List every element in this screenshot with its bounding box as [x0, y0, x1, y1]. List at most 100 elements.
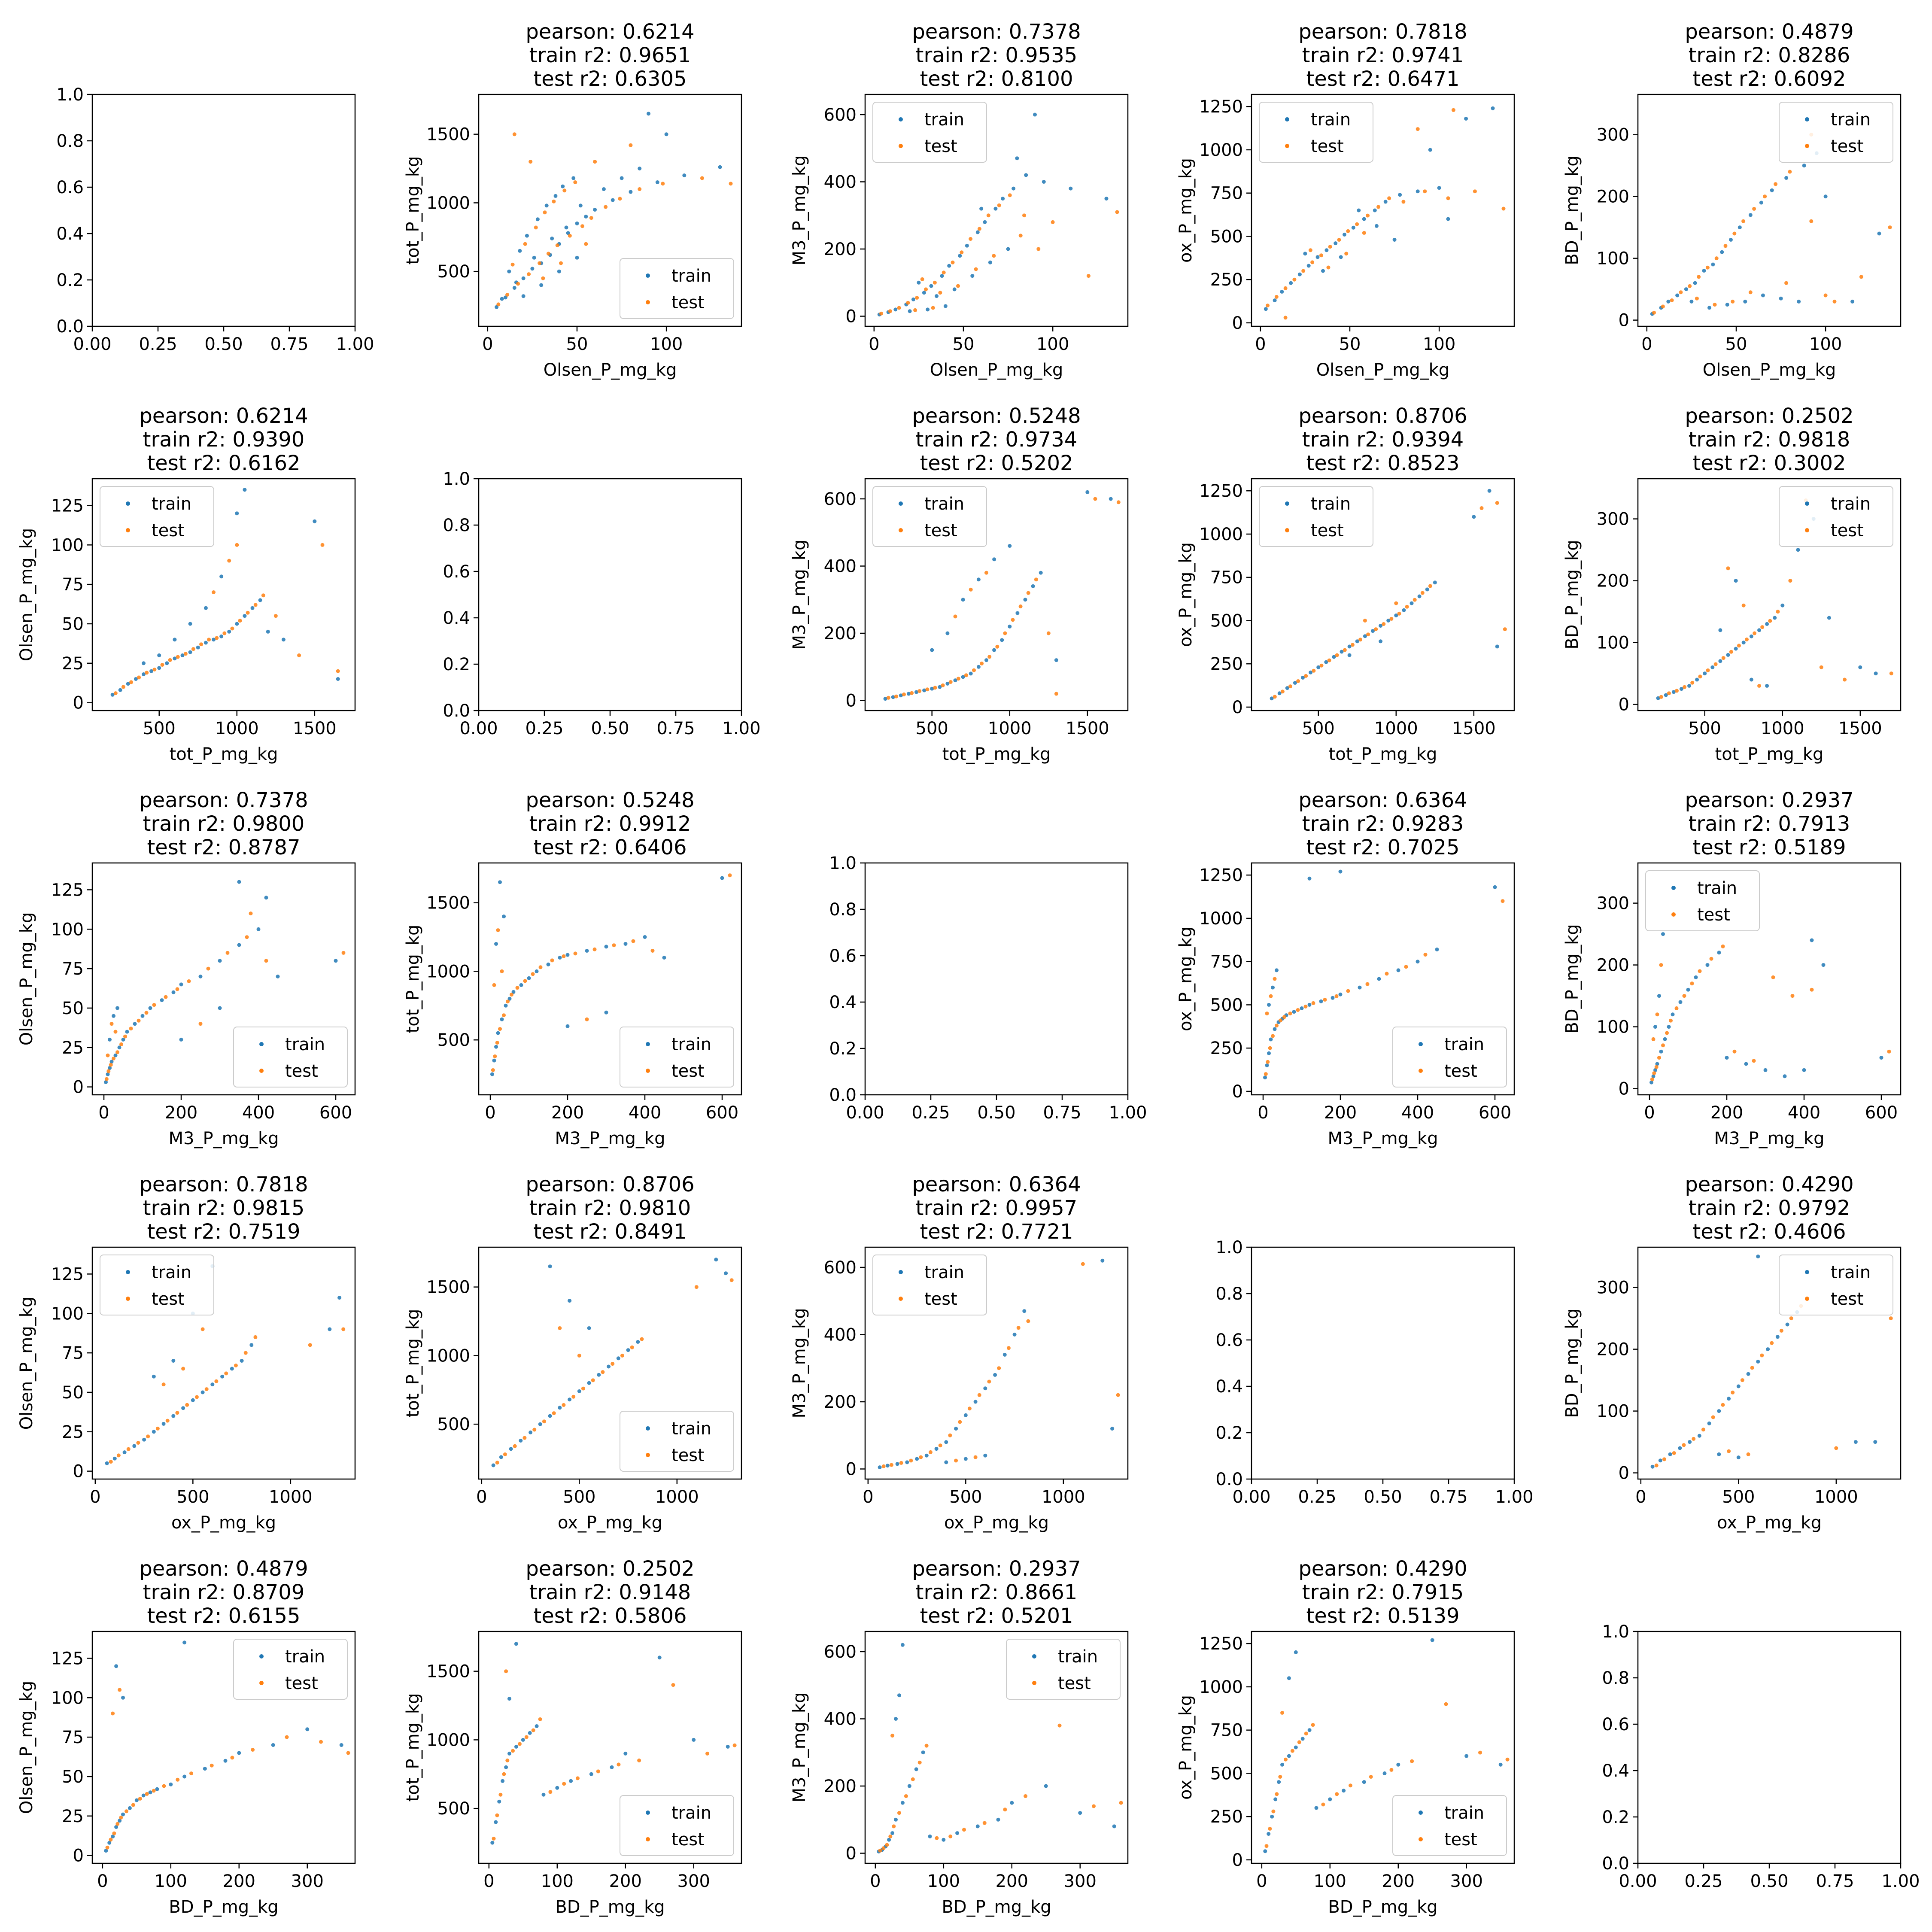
- data-point: [894, 1817, 898, 1822]
- data-point: [1104, 197, 1109, 201]
- y-tick-label: 500: [437, 1030, 470, 1050]
- legend: train test: [1392, 1027, 1507, 1088]
- data-point: [341, 1327, 346, 1331]
- data-point: [230, 1756, 234, 1760]
- data-point: [517, 1742, 522, 1746]
- y-tick-label: 1.0: [56, 85, 84, 105]
- subplot-title-line: test r2: 0.8787: [147, 835, 300, 860]
- data-point: [243, 488, 247, 492]
- series-train: [1263, 1638, 1503, 1853]
- data-point: [230, 626, 234, 631]
- data-point: [256, 927, 261, 931]
- subplot-title-line: test r2: 0.6155: [147, 1604, 300, 1628]
- data-point: [1732, 231, 1737, 236]
- data-point: [1340, 650, 1344, 654]
- y-tick-label: 0.6: [1215, 1331, 1243, 1350]
- data-point: [637, 1758, 641, 1762]
- data-point: [341, 951, 346, 955]
- data-point: [1044, 1784, 1048, 1788]
- data-point: [1275, 1792, 1279, 1796]
- data-point: [1263, 1849, 1267, 1853]
- data-point: [1279, 1018, 1282, 1023]
- legend-marker-test: [1419, 1069, 1423, 1073]
- x-tick-label: 1000: [1814, 1487, 1858, 1507]
- data-point: [1110, 1427, 1115, 1431]
- x-tick-label: 100: [650, 334, 683, 354]
- legend-marker-train: [259, 1042, 264, 1046]
- data-point: [1275, 968, 1279, 972]
- data-point: [568, 1299, 572, 1303]
- legend-marker-train: [1285, 117, 1289, 122]
- data-point: [498, 880, 502, 884]
- data-point: [491, 1068, 495, 1072]
- x-tick-label: 500: [1302, 719, 1335, 738]
- data-point: [1718, 628, 1722, 632]
- data-point: [714, 1258, 718, 1262]
- data-point: [137, 1018, 141, 1023]
- data-point: [1671, 690, 1676, 694]
- data-point: [1284, 1757, 1288, 1762]
- legend-label-test: test: [1058, 1674, 1091, 1693]
- subplot-title-line: train r2: 0.9800: [143, 812, 305, 836]
- data-point: [230, 1367, 234, 1371]
- data-point: [1386, 618, 1391, 623]
- x-tick-label: 0.75: [1816, 1871, 1854, 1891]
- legend: train test: [620, 1027, 734, 1088]
- data-point: [499, 1455, 503, 1459]
- data-point: [1879, 1056, 1883, 1060]
- data-point: [544, 204, 549, 208]
- data-point: [1314, 1806, 1318, 1810]
- subplot-title-line: train r2: 0.9734: [916, 428, 1078, 452]
- y-tick-label: 0: [1619, 1464, 1629, 1483]
- x-tick-label: 1000: [655, 1487, 699, 1507]
- subplot-title-line: pearson: 0.5248: [526, 788, 694, 812]
- data-point: [954, 1458, 958, 1463]
- data-point: [585, 1017, 589, 1021]
- data-point: [1316, 665, 1321, 669]
- series-test: [1654, 1304, 1893, 1467]
- data-point: [503, 1452, 507, 1456]
- data-point: [1273, 977, 1277, 981]
- data-point: [908, 309, 912, 313]
- legend-label-train: train: [671, 1803, 711, 1823]
- legend-marker-test: [899, 144, 903, 148]
- data-point: [276, 975, 280, 978]
- legend-marker-test: [1285, 144, 1289, 148]
- data-point: [629, 190, 633, 194]
- y-axis-label: tot_P_mg_kg: [403, 1693, 423, 1802]
- data-point: [171, 1414, 176, 1418]
- data-point: [1501, 899, 1505, 903]
- data-point: [935, 294, 939, 298]
- subplot-title-line: train r2: 0.8661: [916, 1580, 1078, 1604]
- legend-label-train: train: [1697, 878, 1737, 898]
- data-point: [726, 1744, 730, 1749]
- data-point: [1652, 1071, 1656, 1075]
- x-tick-label: 1000: [215, 719, 259, 738]
- data-point: [992, 648, 996, 652]
- data-point: [561, 184, 565, 188]
- data-point: [240, 1359, 244, 1363]
- data-point: [1285, 686, 1289, 690]
- data-point: [109, 1063, 113, 1067]
- subplot-r4-c4: 0.00 0.25 0.50 0.75 1.00 0.0 0.2 0.4 0.6 0.8 1.0: [1602, 1622, 1920, 1891]
- data-point: [1433, 580, 1437, 585]
- legend-label-test: test: [152, 521, 185, 541]
- y-tick-label: 0.2: [1602, 1807, 1629, 1827]
- subplot-title-line: pearson: 0.2937: [912, 1557, 1081, 1581]
- data-point: [597, 1373, 601, 1377]
- data-point: [650, 949, 655, 953]
- subplot-title-line: pearson: 0.7818: [1298, 20, 1467, 44]
- data-point: [569, 1779, 573, 1783]
- data-point: [1304, 1732, 1308, 1736]
- x-tick-label: 0: [1644, 1103, 1655, 1123]
- x-tick-label: 0: [1641, 334, 1652, 354]
- data-point: [887, 1838, 891, 1842]
- data-point: [1410, 1759, 1414, 1763]
- legend: train test: [1779, 1255, 1893, 1315]
- legend-label-test: test: [671, 1061, 705, 1081]
- legend-marker-train: [1805, 501, 1809, 506]
- data-point: [504, 1669, 508, 1674]
- data-point: [1297, 272, 1302, 276]
